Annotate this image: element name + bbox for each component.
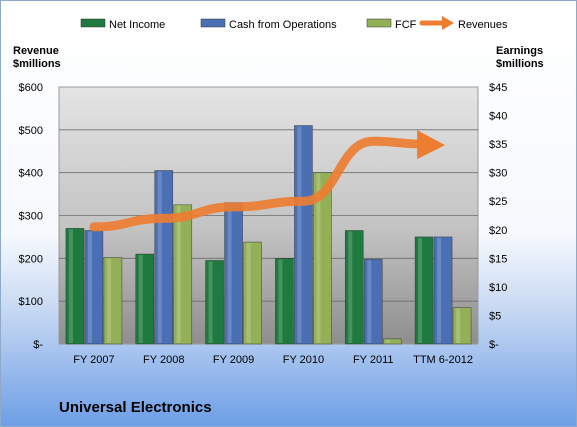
bar-fcf <box>313 172 332 345</box>
right-tick-label: $45 <box>489 82 507 94</box>
right-tick-label: $5 <box>489 310 501 322</box>
bar-highlight <box>208 261 213 343</box>
bar-net-income <box>414 236 434 345</box>
left-axis-ticks: $- $100 $200 $300 $400 $500 $600 <box>19 82 44 351</box>
left-axis-title-line-1: Revenue <box>13 45 59 57</box>
left-tick-label: $500 <box>19 125 43 137</box>
legend-label-net-income: Net Income <box>109 19 165 31</box>
bar-cash-from-operations <box>294 125 313 345</box>
bar-highlight <box>297 126 302 343</box>
legend-label-revenues: Revenues <box>458 19 508 31</box>
chart-title: Universal Electronics <box>59 399 212 416</box>
legend-swatch-net-income <box>80 18 106 28</box>
bar-net-income <box>65 228 85 345</box>
right-tick-label: $35 <box>489 139 507 151</box>
right-tick-label: $- <box>489 339 499 351</box>
bar-cash-from-operations <box>224 202 243 345</box>
bar-fcf <box>452 307 472 345</box>
bar-highlight <box>278 259 283 343</box>
bar-highlight <box>138 255 143 343</box>
x-tick-label: FY 2010 <box>283 354 324 366</box>
left-tick-label: $- <box>33 339 43 351</box>
left-tick-label: $200 <box>19 253 43 265</box>
bar-highlight <box>106 258 111 343</box>
bar-fcf <box>382 338 402 345</box>
bars <box>65 125 472 345</box>
right-tick-label: $40 <box>489 111 507 123</box>
revenue-curve <box>89 136 428 232</box>
x-tick-label: FY 2011 <box>353 354 394 366</box>
bar-fcf <box>243 241 262 345</box>
legend-arrow-icon <box>442 16 454 30</box>
bar-highlight <box>246 243 251 343</box>
x-tick-label: FY 2008 <box>143 354 184 366</box>
bar-cash-from-operations <box>154 170 174 345</box>
right-tick-label: $30 <box>489 168 507 180</box>
revenue-arrowhead <box>417 130 446 160</box>
right-tick-label: $15 <box>489 253 507 265</box>
right-axis-ticks: $- $5 $10 $15 $20 $25 $30 $35 $40 $45 <box>489 82 507 351</box>
legend-label-fcf: FCF <box>395 19 417 31</box>
bar-cash-from-operations <box>433 236 453 345</box>
right-tick-label: $25 <box>489 196 507 208</box>
bar-net-income <box>205 260 224 345</box>
revenue-line <box>89 130 446 232</box>
right-axis-title-line-1: Earnings <box>496 45 544 57</box>
right-axis-title: Earnings $millions <box>496 45 544 71</box>
bar-net-income <box>275 258 294 345</box>
bar-cash-from-operations <box>363 258 383 345</box>
bar-highlight <box>316 173 321 343</box>
right-axis-title-line-2: $millions <box>496 58 544 70</box>
bar-highlight <box>367 260 372 343</box>
x-tick-label: FY 2009 <box>213 354 254 366</box>
bar-net-income <box>344 230 364 345</box>
left-axis-title-line-2: $millions <box>13 58 61 70</box>
bar-highlight <box>437 237 442 343</box>
bar-fcf <box>173 204 193 345</box>
bar-highlight <box>386 339 391 343</box>
right-tick-label: $20 <box>489 225 507 237</box>
bar-highlight <box>157 171 162 343</box>
left-tick-label: $100 <box>19 296 43 308</box>
legend-label-cash-from-operations: Cash from Operations <box>229 19 337 31</box>
bar-cash-from-operations <box>84 230 104 345</box>
legend-swatch-cash-from-operations <box>200 18 226 28</box>
bar-highlight <box>227 203 232 343</box>
bar-highlight <box>176 205 181 343</box>
bar-highlight <box>418 237 423 343</box>
x-axis-labels: FY 2007 FY 2008 FY 2009 FY 2010 FY 2011 TTM 6… <box>73 354 473 366</box>
left-tick-label: $300 <box>19 211 43 223</box>
bar-highlight <box>348 231 353 343</box>
bar-fcf <box>103 257 123 345</box>
right-tick-label: $10 <box>489 282 507 294</box>
left-tick-label: $400 <box>19 168 43 180</box>
left-tick-label: $600 <box>19 82 43 94</box>
bar-highlight <box>87 231 92 343</box>
bar-highlight <box>456 308 461 343</box>
bar-highlight <box>68 229 73 343</box>
legend-swatch-fcf <box>366 18 392 28</box>
gridlines <box>59 129 478 302</box>
x-tick-label: TTM 6-2012 <box>413 354 473 366</box>
x-tick-label: FY 2007 <box>73 354 114 366</box>
left-axis-title: Revenue $millions <box>13 45 61 71</box>
legend: Net Income Cash from Operations FCF Revenue… <box>80 16 508 31</box>
bar-net-income <box>135 253 155 345</box>
